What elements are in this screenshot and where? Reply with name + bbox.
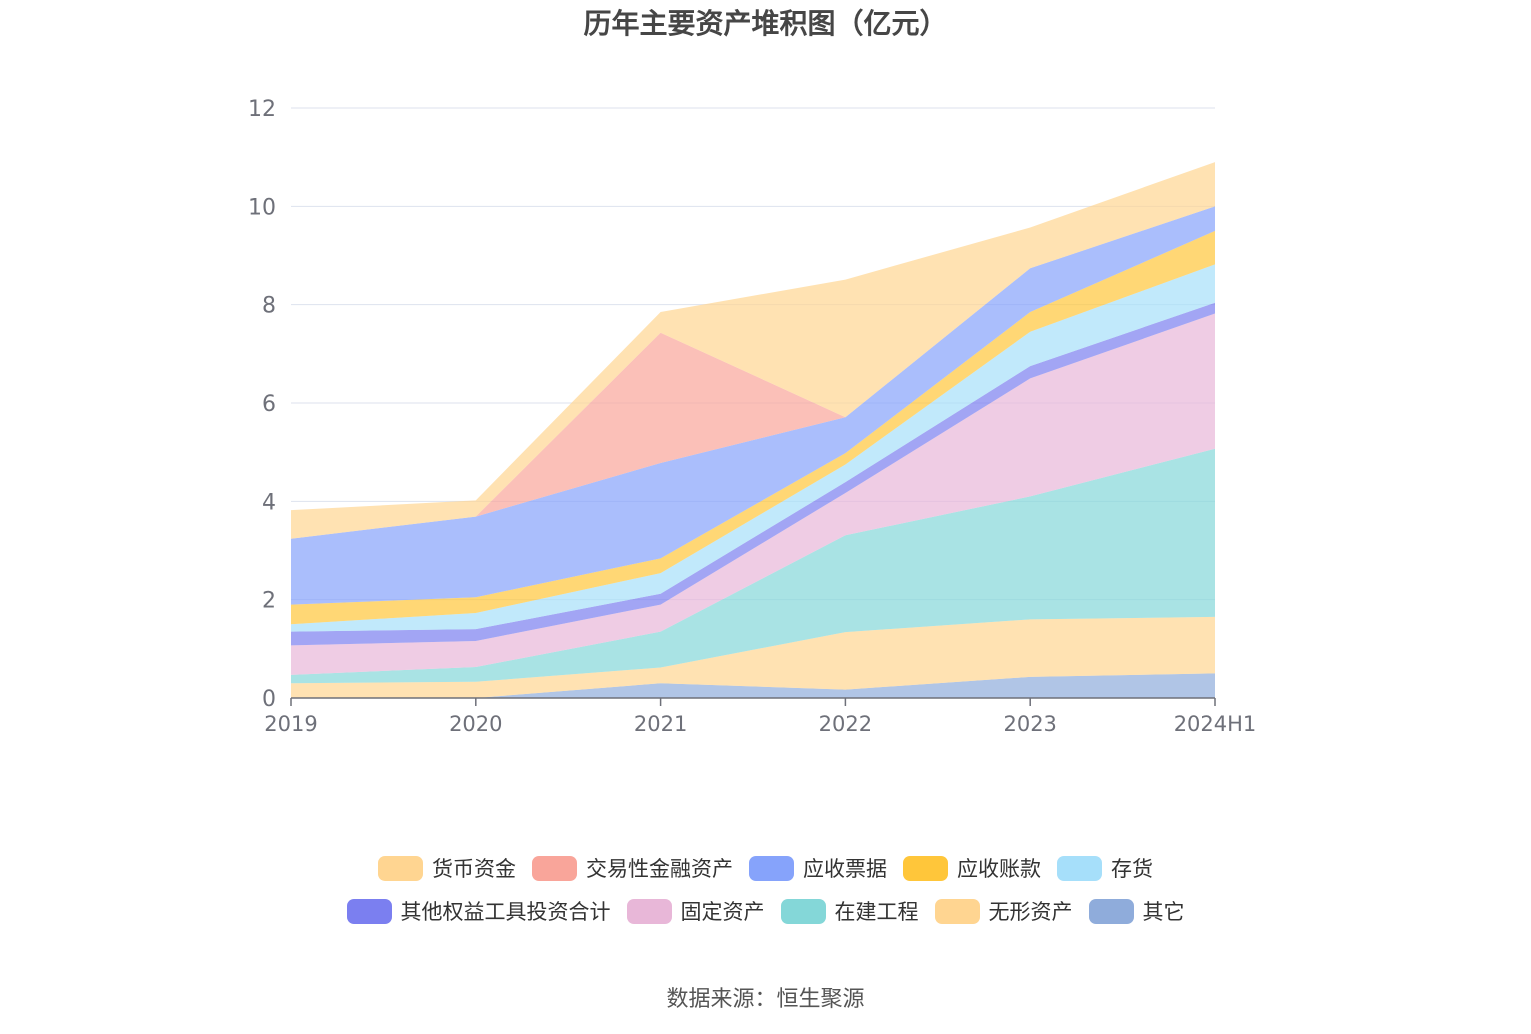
x-tick-label: 2023 bbox=[1003, 712, 1056, 736]
legend-row: 其他权益工具投资合计 固定资产 在建工程 无形资产 其它 bbox=[0, 893, 1531, 929]
legend-label: 固定资产 bbox=[680, 900, 765, 924]
legend-item[interactable]: 其他权益工具投资合计 bbox=[346, 893, 611, 929]
legend: 货币资金 交易性金融资产 应收票据 应收账款 存货其他权益工具投资合计 固定资产 在建工程 无… bbox=[0, 850, 1531, 936]
x-tick-label: 2019 bbox=[264, 712, 317, 736]
legend-label: 存货 bbox=[1111, 857, 1153, 881]
area-series-4 bbox=[291, 313, 1215, 675]
y-tick-label: 10 bbox=[248, 195, 276, 220]
legend-label: 交易性金融资产 bbox=[586, 857, 733, 881]
legend-swatch bbox=[378, 855, 423, 881]
legend-item[interactable]: 应收票据 bbox=[749, 850, 887, 886]
area-series-8 bbox=[291, 206, 1215, 605]
area-series-1 bbox=[291, 673, 1215, 698]
y-tick-label: 12 bbox=[248, 97, 276, 122]
legend-item[interactable]: 固定资产 bbox=[626, 893, 765, 929]
axes: 0 2 4 6 8 10 12 2019 2020 2021 2022 2023 2024H1 bbox=[248, 97, 1256, 736]
area-series-10 bbox=[291, 162, 1215, 539]
legend-swatch bbox=[1088, 898, 1134, 924]
legend-item[interactable]: 存货 bbox=[1057, 850, 1153, 886]
legend-item[interactable]: 无形资产 bbox=[934, 893, 1073, 929]
y-tick-label: 6 bbox=[262, 392, 276, 417]
legend-swatch bbox=[626, 898, 672, 924]
y-tick-label: 2 bbox=[262, 589, 276, 614]
legend-row: 货币资金 交易性金融资产 应收票据 应收账款 存货 bbox=[0, 850, 1531, 886]
legend-label: 其它 bbox=[1142, 900, 1185, 924]
area-series-2 bbox=[291, 616, 1215, 698]
legend-label: 在建工程 bbox=[834, 900, 919, 924]
legend-item[interactable]: 货币资金 bbox=[378, 850, 516, 886]
chart-title: 历年主要资产堆积图（亿元） bbox=[583, 7, 948, 40]
legend-swatch bbox=[532, 855, 577, 881]
area-series-6 bbox=[291, 264, 1215, 632]
data-source: 数据来源：恒生聚源 bbox=[666, 987, 865, 1012]
legend-item[interactable]: 应收账款 bbox=[903, 850, 1041, 886]
legend-label: 货币资金 bbox=[432, 857, 516, 881]
legend-label: 其他权益工具投资合计 bbox=[400, 900, 611, 924]
y-tick-label: 8 bbox=[262, 294, 276, 319]
legend-swatch bbox=[903, 855, 948, 881]
x-tick-label: 2022 bbox=[819, 712, 872, 736]
legend-label: 应收账款 bbox=[957, 857, 1041, 881]
legend-swatch bbox=[346, 898, 392, 924]
x-tick-label: 2021 bbox=[634, 712, 687, 736]
legend-label: 应收票据 bbox=[803, 857, 887, 881]
legend-label: 无形资产 bbox=[988, 900, 1073, 924]
legend-item[interactable]: 在建工程 bbox=[780, 893, 919, 929]
area-series-3 bbox=[291, 448, 1215, 684]
x-tick-label: 2020 bbox=[449, 712, 502, 736]
x-tick-label: 2024H1 bbox=[1174, 712, 1257, 736]
area-series-5 bbox=[291, 302, 1215, 646]
legend-swatch bbox=[934, 898, 980, 924]
legend-item[interactable]: 交易性金融资产 bbox=[532, 850, 733, 886]
stacked-area-chart: 0 2 4 6 8 10 12 2019 2020 2021 2022 2023 2024H1 bbox=[248, 97, 1256, 736]
legend-swatch bbox=[780, 898, 826, 924]
y-tick-label: 4 bbox=[262, 490, 276, 515]
legend-swatch bbox=[1057, 855, 1102, 881]
legend-swatch bbox=[749, 855, 794, 881]
area-series-group bbox=[291, 162, 1215, 698]
legend-item[interactable]: 其它 bbox=[1088, 893, 1185, 929]
y-tick-label: 0 bbox=[262, 687, 276, 712]
